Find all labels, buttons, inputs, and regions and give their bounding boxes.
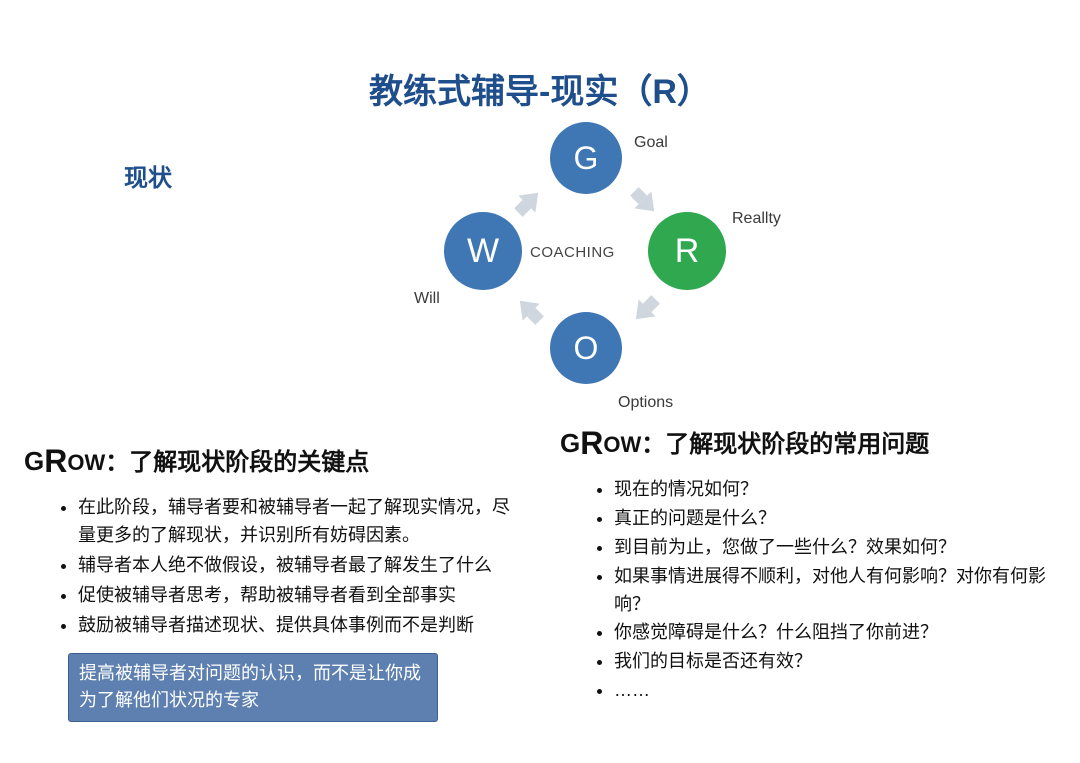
heading-letters-ow: OW [603, 432, 641, 457]
grow-cycle-diagram: G R O W COACHING Goal Reallty Options Wi… [420, 112, 740, 422]
heading-letters-ow: OW [67, 450, 105, 475]
heading-letter-g: G [24, 446, 44, 476]
heading-letter-r: R [580, 425, 603, 461]
node-goal: G [550, 122, 622, 194]
label-goal: Goal [634, 134, 668, 152]
list-item: 到目前为止，您做了一些什么？效果如何？ [614, 534, 1056, 562]
left-heading: GROW：了解现状阶段的关键点 [24, 442, 520, 480]
heading-letter-r: R [44, 443, 67, 479]
label-will: Will [414, 290, 440, 308]
node-will: W [444, 212, 522, 290]
right-heading-rest: ：了解现状阶段的常用问题 [641, 431, 929, 458]
list-item: 辅导者本人绝不做假设，被辅导者最了解发生了什么 [78, 552, 520, 580]
left-bullet-list: 在此阶段，辅导者要和被辅导者一起了解现实情况，尽量更多的了解现状，并识别所有妨碍… [24, 494, 520, 639]
left-column: GROW：了解现状阶段的关键点 在此阶段，辅导者要和被辅导者一起了解现实情况，尽… [24, 442, 520, 722]
slide-subtitle: 现状 [124, 158, 172, 193]
list-item: 真正的问题是什么？ [614, 505, 1056, 533]
node-reality: R [648, 212, 726, 290]
left-heading-rest: ：了解现状阶段的关键点 [105, 449, 369, 476]
diagram-center-label: COACHING [530, 244, 615, 261]
list-item: …… [614, 677, 1056, 705]
heading-letter-g: G [560, 428, 580, 458]
list-item: 在此阶段，辅导者要和被辅导者一起了解现实情况，尽量更多的了解现状，并识别所有妨碍… [78, 494, 520, 550]
right-column: GROW：了解现状阶段的常用问题 现在的情况如何？ 真正的问题是什么？ 到目前为… [560, 424, 1056, 722]
list-item: 鼓励被辅导者描述现状、提供具体事例而不是判断 [78, 612, 520, 640]
arrow-w-to-g [510, 183, 548, 221]
arrow-g-to-r [626, 183, 664, 221]
right-bullet-list: 现在的情况如何？ 真正的问题是什么？ 到目前为止，您做了一些什么？效果如何？ 如… [560, 476, 1056, 705]
list-item: 你感觉障碍是什么？什么阻挡了你前进？ [614, 619, 1056, 647]
slide-title: 教练式辅导-现实（R） [0, 64, 1080, 113]
label-options: Options [618, 394, 673, 412]
arrow-r-to-o [626, 291, 664, 329]
label-reality: Reallty [732, 210, 781, 228]
callout-box: 提高被辅导者对问题的认识，而不是让你成为了解他们状况的专家 [68, 653, 438, 721]
node-options: O [550, 312, 622, 384]
two-column-body: GROW：了解现状阶段的关键点 在此阶段，辅导者要和被辅导者一起了解现实情况，尽… [24, 442, 1056, 722]
list-item: 现在的情况如何？ [614, 476, 1056, 504]
arrow-o-to-w [510, 291, 548, 329]
list-item: 如果事情进展得不顺利，对他人有何影响？对你有何影响？ [614, 563, 1056, 619]
list-item: 我们的目标是否还有效？ [614, 648, 1056, 676]
right-heading: GROW：了解现状阶段的常用问题 [560, 424, 1056, 462]
list-item: 促使被辅导者思考，帮助被辅导者看到全部事实 [78, 582, 520, 610]
